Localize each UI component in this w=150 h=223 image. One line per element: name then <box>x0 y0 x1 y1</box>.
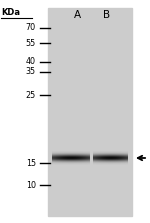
Text: 55: 55 <box>26 39 36 47</box>
Text: 10: 10 <box>26 180 36 190</box>
Text: A: A <box>74 10 81 20</box>
Text: KDa: KDa <box>2 8 21 17</box>
Text: 25: 25 <box>26 91 36 99</box>
Text: 15: 15 <box>26 159 36 167</box>
Text: B: B <box>103 10 111 20</box>
Text: 70: 70 <box>26 23 36 33</box>
Text: 40: 40 <box>26 58 36 66</box>
Bar <box>48 8 132 216</box>
Text: 35: 35 <box>26 68 36 76</box>
